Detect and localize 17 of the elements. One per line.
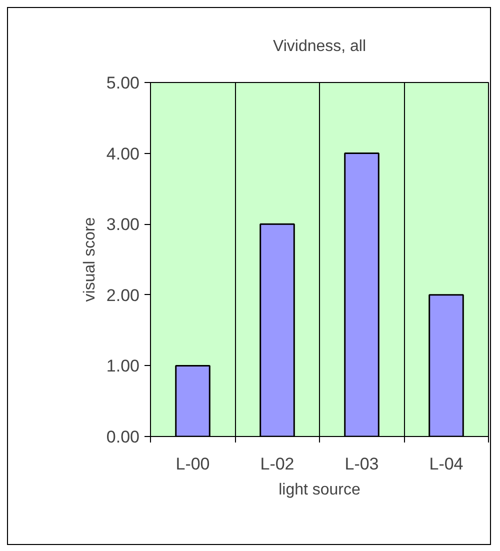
y-tick-label: 1.00 [106,356,140,376]
x-tick-label: L-02 [260,454,294,474]
bar [175,364,210,436]
bar [428,294,464,436]
y-axis-title: visual score [81,217,98,302]
x-axis-title: light source [278,482,361,498]
y-tick-label: 2.00 [106,286,140,305]
x-tick-label: L-04 [429,454,464,474]
x-tick-label: L-03 [344,454,379,474]
y-tick-label: 3.00 [106,215,140,234]
bar [344,152,380,436]
x-tick-label: L-00 [176,454,210,474]
bar [260,223,295,436]
y-tick-label: 5.00 [106,74,140,92]
y-tick-label: 4.00 [106,144,140,164]
y-tick-label: 0.00 [106,428,140,446]
chart-title: Vividness, all [272,38,366,55]
